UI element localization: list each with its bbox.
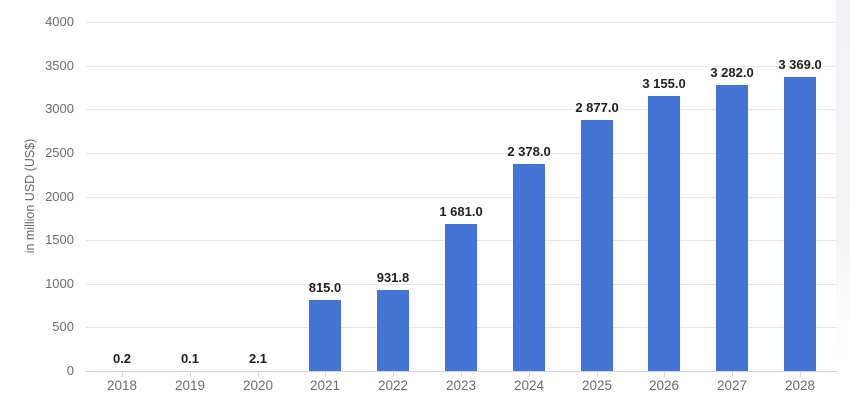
y-axis-tick-label: 2500 bbox=[45, 144, 74, 160]
x-axis-tick bbox=[461, 372, 462, 377]
x-axis-label-2020: 2020 bbox=[242, 378, 274, 393]
x-axis-tick bbox=[664, 372, 665, 377]
x-axis-line bbox=[86, 371, 838, 372]
bar-2021[interactable] bbox=[309, 300, 341, 371]
x-axis-tick bbox=[190, 372, 191, 377]
x-axis-tick bbox=[393, 372, 394, 377]
y-axis-tick-label: 3500 bbox=[45, 57, 74, 73]
bar-2027[interactable] bbox=[716, 85, 748, 371]
page-edge-shade bbox=[836, 0, 850, 407]
x-axis-tick bbox=[258, 372, 259, 377]
y-gridline bbox=[86, 109, 838, 111]
x-axis-label-2019: 2019 bbox=[174, 378, 206, 393]
bar-value-label: 931.8 bbox=[376, 270, 410, 285]
x-axis-tick bbox=[325, 372, 326, 377]
bar-2024[interactable] bbox=[513, 164, 545, 371]
y-axis-tick-label: 3000 bbox=[45, 101, 74, 117]
x-axis-label-2018: 2018 bbox=[106, 378, 138, 393]
bar-value-label: 2 378.0 bbox=[507, 144, 551, 159]
bar-value-label: 3 282.0 bbox=[710, 65, 754, 80]
y-axis-tick-label: 1500 bbox=[45, 232, 74, 248]
y-axis-tick-label: 2000 bbox=[45, 188, 74, 204]
y-gridline bbox=[86, 65, 838, 67]
y-gridline bbox=[86, 22, 838, 23]
x-axis-tick bbox=[529, 372, 530, 377]
x-axis-label-2028: 2028 bbox=[784, 378, 816, 393]
bar-2028[interactable] bbox=[784, 77, 816, 371]
bar-value-label: 2.1 bbox=[248, 351, 268, 366]
bar-value-label: 2 877.0 bbox=[575, 100, 619, 115]
y-axis-tick-label: 0 bbox=[66, 363, 74, 378]
x-axis-label-2024: 2024 bbox=[513, 378, 545, 393]
x-axis-tick bbox=[800, 372, 801, 377]
x-axis-label-2026: 2026 bbox=[648, 378, 680, 393]
bar-value-label: 3 155.0 bbox=[642, 76, 686, 91]
x-axis-tick bbox=[597, 372, 598, 377]
y-gridline bbox=[86, 196, 838, 198]
x-axis-tick bbox=[122, 372, 123, 377]
bar-value-label: 0.2 bbox=[112, 351, 132, 366]
y-gridline bbox=[86, 152, 838, 154]
bar-2025[interactable] bbox=[581, 120, 613, 371]
bar-2023[interactable] bbox=[445, 224, 477, 371]
bar-value-label: 1 681.0 bbox=[439, 204, 483, 219]
bar-value-label: 815.0 bbox=[308, 280, 342, 295]
y-axis-tick-label: 500 bbox=[52, 319, 74, 335]
x-axis-label-2023: 2023 bbox=[445, 378, 477, 393]
x-axis-label-2022: 2022 bbox=[377, 378, 409, 393]
x-axis-label-2025: 2025 bbox=[581, 378, 613, 393]
bar-value-label: 3 369.0 bbox=[778, 57, 822, 72]
x-axis-label-2021: 2021 bbox=[309, 378, 341, 393]
y-axis-tick-label: 1000 bbox=[45, 275, 74, 291]
bar-2026[interactable] bbox=[648, 96, 680, 371]
bar-2022[interactable] bbox=[377, 290, 409, 371]
x-axis-label-2027: 2027 bbox=[716, 378, 748, 393]
x-axis-tick bbox=[732, 372, 733, 377]
y-axis-tick-label: 4000 bbox=[45, 14, 74, 29]
bar-value-label: 0.1 bbox=[180, 351, 200, 366]
